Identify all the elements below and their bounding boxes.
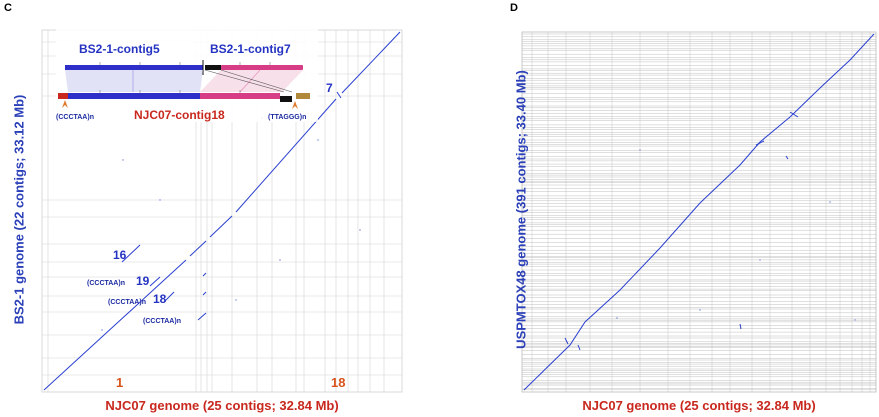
panel-c-label-19: 19 <box>136 274 150 288</box>
panel-c-diag-main <box>235 98 337 213</box>
panel-c-xlabel-18: 18 <box>331 375 345 390</box>
panel-c-telomere-19: (CCCTAA)n <box>108 299 146 306</box>
panel-d-alignments <box>523 33 875 391</box>
panel-d-diagonal <box>523 33 875 391</box>
panel-c-diag-1 <box>43 259 187 391</box>
panel-c-label-7: 7 <box>326 81 333 95</box>
inset-telomere-right-label: (TTAGGG)n <box>268 114 306 121</box>
inset-label-contig7: BS2-1-contig7 <box>210 42 291 56</box>
inset-njc-blue <box>68 93 200 99</box>
panel-d-noise-dots <box>616 149 856 321</box>
panel-d-vgrid <box>531 32 871 392</box>
panel-c-letter: C <box>4 2 12 14</box>
inset-telomere-left-label: (CCCTAA)n <box>56 114 94 121</box>
panel-c-diag-end <box>341 31 401 94</box>
inset-njc-pink <box>200 93 280 99</box>
panel-c-label-18: 18 <box>153 292 167 306</box>
panel-d-hgrid <box>522 33 876 391</box>
inset-label-contig5: BS2-1-contig5 <box>79 42 160 56</box>
inset-telomere-left-arrow <box>62 100 68 108</box>
inset-contig5-bar <box>65 65 203 70</box>
inset-njc-gold <box>296 93 310 99</box>
inset-label-contig18: NJC07-contig18 <box>134 108 225 122</box>
panel-c-alignments <box>43 31 401 391</box>
panel-c-xlabel-1: 1 <box>116 375 123 390</box>
panel-d-dotplot <box>521 31 877 393</box>
panel-c-telomere-16: (CCCTAA)n <box>87 280 125 287</box>
panel-d-letter: D <box>510 2 518 14</box>
panel-c-inset: BS2-1-contig5 BS2-1-contig7 NJC07-contig… <box>56 28 318 122</box>
panel-c-telomere-18: (CCCTAA)n <box>143 318 181 325</box>
panel-c-diag-2 <box>189 240 207 257</box>
panel-d-x-axis-label: NJC07 genome (25 contigs; 32.84 Mb) <box>582 398 816 413</box>
inset-contig7-black <box>205 65 221 70</box>
inset-njc-left-red <box>58 93 68 99</box>
inset-telomere-right-arrow <box>292 101 298 109</box>
panel-d-y-axis-label: USPMTOX48 genome (391 contigs; 33.40 Mb) <box>513 70 529 349</box>
panel-c-label-16: 16 <box>113 248 127 262</box>
inset-contig7-bar <box>221 65 303 70</box>
inset-njc-black <box>280 96 292 102</box>
panel-c-y-axis-label: BS2-1 genome (22 contigs; 33.12 Mb) <box>11 94 27 325</box>
panel-c-x-axis-label: NJC07 genome (25 contigs; 32.84 Mb) <box>105 398 339 413</box>
panel-c-dotplot: BS2-1-contig5 BS2-1-contig7 NJC07-contig… <box>41 28 403 393</box>
